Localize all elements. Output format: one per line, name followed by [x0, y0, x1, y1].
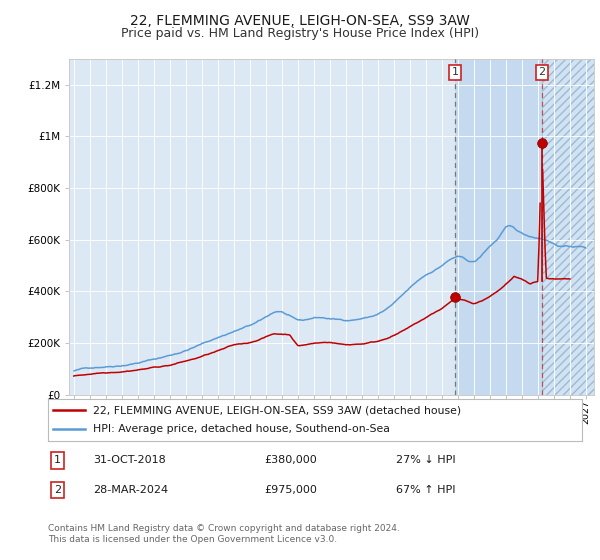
Text: 31-OCT-2018: 31-OCT-2018 — [93, 455, 166, 465]
Text: 22, FLEMMING AVENUE, LEIGH-ON-SEA, SS9 3AW: 22, FLEMMING AVENUE, LEIGH-ON-SEA, SS9 3… — [130, 14, 470, 28]
Text: 2: 2 — [538, 67, 545, 77]
Text: 22, FLEMMING AVENUE, LEIGH-ON-SEA, SS9 3AW (detached house): 22, FLEMMING AVENUE, LEIGH-ON-SEA, SS9 3… — [94, 405, 461, 415]
Bar — [542, 59, 600, 395]
Text: Price paid vs. HM Land Registry's House Price Index (HPI): Price paid vs. HM Land Registry's House … — [121, 27, 479, 40]
Text: 1: 1 — [54, 455, 61, 465]
Text: Contains HM Land Registry data © Crown copyright and database right 2024.
This d: Contains HM Land Registry data © Crown c… — [48, 524, 400, 544]
Bar — [455, 59, 600, 395]
Text: HPI: Average price, detached house, Southend-on-Sea: HPI: Average price, detached house, Sout… — [94, 424, 390, 435]
Text: 67% ↑ HPI: 67% ↑ HPI — [396, 485, 455, 495]
Text: £975,000: £975,000 — [264, 485, 317, 495]
Text: £380,000: £380,000 — [264, 455, 317, 465]
Text: 27% ↓ HPI: 27% ↓ HPI — [396, 455, 455, 465]
Text: 1: 1 — [452, 67, 459, 77]
Text: 2: 2 — [54, 485, 61, 495]
Text: 28-MAR-2024: 28-MAR-2024 — [93, 485, 168, 495]
